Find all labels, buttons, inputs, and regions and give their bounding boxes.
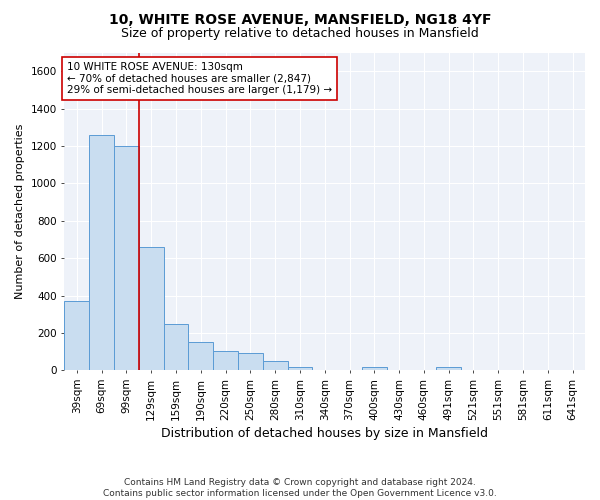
Text: Size of property relative to detached houses in Mansfield: Size of property relative to detached ho…: [121, 28, 479, 40]
Bar: [139, 247, 164, 370]
Bar: [263, 361, 287, 370]
Text: 10, WHITE ROSE AVENUE, MANSFIELD, NG18 4YF: 10, WHITE ROSE AVENUE, MANSFIELD, NG18 4…: [109, 12, 491, 26]
Bar: [436, 368, 461, 370]
Bar: [213, 350, 238, 370]
Text: 10 WHITE ROSE AVENUE: 130sqm
← 70% of detached houses are smaller (2,847)
29% of: 10 WHITE ROSE AVENUE: 130sqm ← 70% of de…: [67, 62, 332, 95]
Bar: [164, 324, 188, 370]
Text: Contains HM Land Registry data © Crown copyright and database right 2024.
Contai: Contains HM Land Registry data © Crown c…: [103, 478, 497, 498]
Bar: [238, 354, 263, 370]
Y-axis label: Number of detached properties: Number of detached properties: [15, 124, 25, 299]
X-axis label: Distribution of detached houses by size in Mansfield: Distribution of detached houses by size …: [161, 427, 488, 440]
Bar: [64, 301, 89, 370]
Bar: [362, 367, 386, 370]
Bar: [89, 135, 114, 370]
Bar: [287, 367, 313, 370]
Bar: [188, 342, 213, 370]
Bar: [114, 146, 139, 370]
